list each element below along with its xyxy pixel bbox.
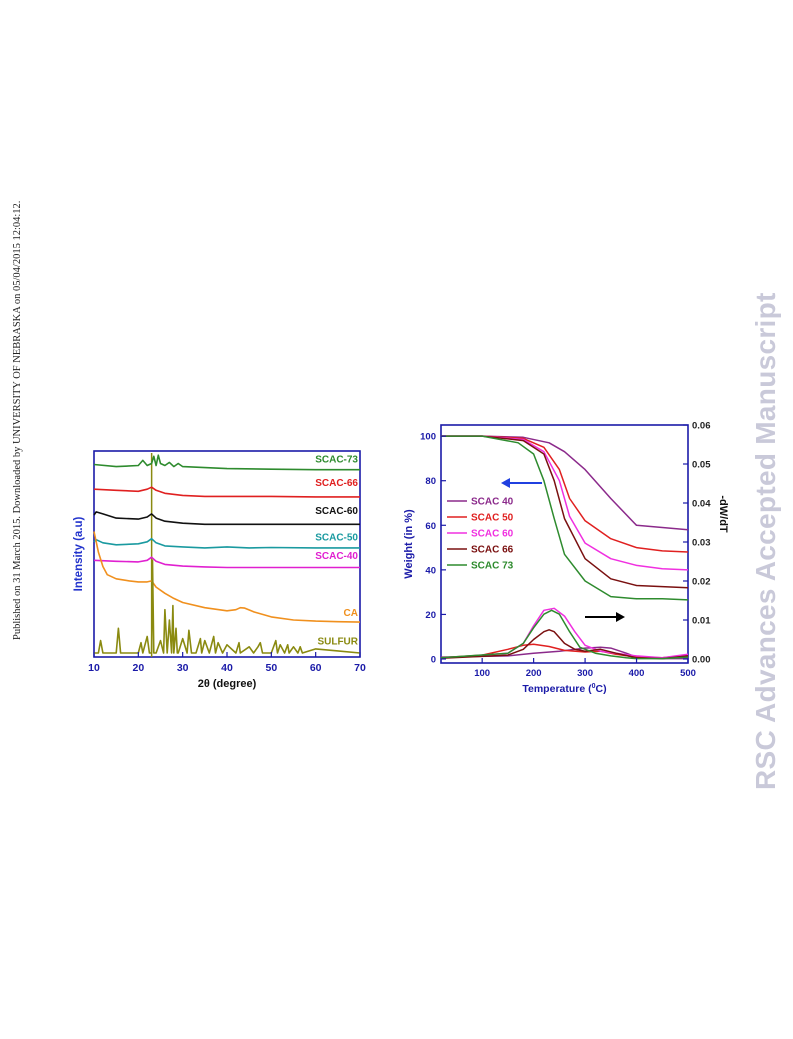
y-right-tick-label: 0.02 bbox=[692, 577, 711, 588]
left-arrow-head bbox=[501, 478, 510, 488]
x-tick-label: 40 bbox=[221, 662, 233, 674]
publication-note-text: Published on 31 March 2015. Downloaded b… bbox=[12, 200, 23, 640]
xrd-series-label: SCAC-50 bbox=[315, 533, 358, 544]
legend-label: SCAC 73 bbox=[471, 561, 514, 572]
xrd-series-label: CA bbox=[344, 608, 358, 619]
xrd-series-label: SCAC-60 bbox=[315, 506, 358, 517]
y-tick-label: 60 bbox=[425, 521, 436, 532]
xrd-series-label: SCAC-40 bbox=[315, 551, 358, 562]
dtg-series-line bbox=[440, 629, 689, 660]
legend-label: SCAC 60 bbox=[471, 529, 514, 540]
y-right-tick-label: 0.00 bbox=[692, 655, 711, 666]
xrd-series-label: SULFUR bbox=[317, 637, 358, 648]
y-right-tick-label: 0.01 bbox=[692, 616, 711, 627]
y-axis-label: Intensity (a.u) bbox=[73, 516, 85, 591]
y-tick-label: 80 bbox=[425, 476, 436, 487]
watermark-text: RSC Advances Accepted Manuscript bbox=[750, 292, 781, 790]
publication-note: Published on 31 March 2015. Downloaded b… bbox=[4, 190, 23, 640]
y-right-axis-label: -dW/dT bbox=[717, 495, 729, 533]
legend-label: SCAC 66 bbox=[471, 545, 514, 556]
x-tick-label: 70 bbox=[354, 662, 366, 674]
xrd-series-line bbox=[93, 511, 360, 526]
xrd-series-line bbox=[93, 454, 360, 471]
y-axis-label: Weight (in %) bbox=[403, 509, 415, 579]
xrd-series-label: SCAC-73 bbox=[315, 454, 358, 465]
xrd-series-line bbox=[93, 486, 360, 498]
y-right-tick-label: 0.04 bbox=[692, 499, 711, 510]
plot-frame bbox=[440, 424, 689, 664]
x-tick-label: 10 bbox=[88, 662, 100, 674]
legend-label: SCAC 50 bbox=[471, 513, 514, 524]
tga-chart: 100 200 300 400 500 0 20 40 60 80 100 0.00 0.01 0.02 0… bbox=[403, 421, 729, 696]
x-tick-label: 400 bbox=[629, 668, 645, 679]
y-tick-label: 40 bbox=[425, 565, 436, 576]
x-tick-label: 100 bbox=[474, 668, 490, 679]
xrd-series-line bbox=[93, 531, 361, 623]
x-tick-label: 30 bbox=[177, 662, 189, 674]
y-tick-label: 0 bbox=[431, 655, 436, 666]
xrd-series-line bbox=[93, 556, 360, 569]
x-axis-label: 2θ (degree) bbox=[198, 678, 257, 690]
xrd-series-label: SCAC-66 bbox=[315, 478, 358, 489]
x-tick-label: 20 bbox=[132, 662, 144, 674]
xrd-series-line bbox=[93, 537, 360, 549]
tga-series-line bbox=[441, 435, 689, 589]
y-tick-label: 20 bbox=[425, 610, 436, 621]
x-tick-label: 500 bbox=[680, 668, 696, 679]
dtg-series-line bbox=[440, 609, 689, 660]
right-arrow-head bbox=[616, 612, 625, 622]
x-tick-label: 50 bbox=[265, 662, 277, 674]
x-tick-label: 60 bbox=[310, 662, 322, 674]
x-axis-label: Temperature (0C) bbox=[522, 683, 606, 695]
legend-label: SCAC 40 bbox=[471, 497, 514, 508]
xrd-series-line bbox=[94, 559, 361, 654]
y-right-tick-label: 0.06 bbox=[692, 421, 711, 432]
y-tick-label: 100 bbox=[420, 432, 436, 443]
x-tick-label: 200 bbox=[526, 668, 542, 679]
x-tick-label: 300 bbox=[577, 668, 593, 679]
y-right-tick-label: 0.03 bbox=[692, 538, 711, 549]
journal-watermark: RSC Advances Accepted Manuscript bbox=[748, 250, 788, 790]
tga-series-line bbox=[441, 435, 689, 601]
y-right-tick-label: 0.05 bbox=[692, 460, 711, 471]
xrd-chart: SCAC-73 SCAC-66 SCAC-60 SCAC-50 SCAC-40 CA SUL… bbox=[73, 450, 366, 690]
